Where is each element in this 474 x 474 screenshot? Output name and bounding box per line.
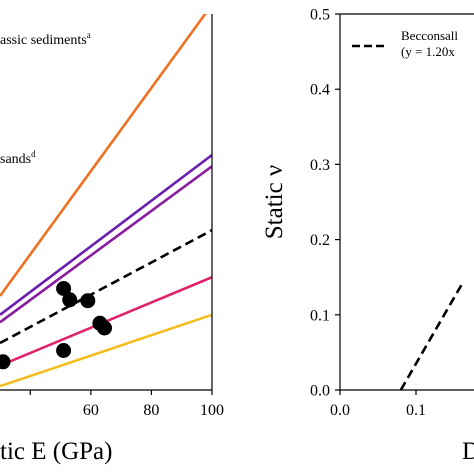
data-point [56,343,72,358]
right-y-axis-label: Static ν [261,165,288,240]
data-point [56,281,72,296]
legend-sublabel: (y = 1.20x [401,44,455,59]
right-x-tick-label: 0.1 [406,402,426,419]
left-chart: 60 80 100 assic sedimentsa sandsd tic E (G… [0,14,224,465]
right-y-tick-label: 0.3 [310,157,330,174]
left-x-tick-label: 60 [83,402,99,419]
left-x-axis-label: tic E (GPa) [0,438,112,465]
right-y-tick-label: 0.4 [310,82,330,99]
left-series-line-2 [0,165,212,324]
left-series-line-0 [0,14,207,297]
data-point [0,354,11,370]
right-axis-ticks: 0.0 0.1 0.2 0.3 0.4 0.5 0.0 0.1 [310,7,426,420]
legend-label: Becconsall [401,28,458,43]
right-y-tick-label: 0.2 [310,232,330,249]
data-point [80,293,96,309]
right-series-line-0 [399,284,463,390]
annotation-sands: sandsd [0,149,36,167]
data-point [62,292,78,308]
left-x-ticks: 60 80 100 [29,390,224,419]
left-x-tick-label: 80 [143,402,159,419]
right-x-axis-label: D [462,438,474,465]
left-plot-area [0,14,212,388]
left-series-line-1 [0,153,212,316]
right-y-tick-label: 0.0 [310,383,330,400]
right-plot-area [399,284,463,390]
right-chart: 0.0 0.1 0.2 0.3 0.4 0.5 0.0 0.1 Becconsall (y =… [261,7,474,465]
left-x-tick-label: 100 [200,402,224,419]
legend: Becconsall (y = 1.20x [352,28,458,59]
right-x-tick-label: 0.0 [330,402,350,419]
left-series-line-5 [0,313,212,388]
right-y-tick-label: 0.5 [310,7,330,24]
right-y-tick-label: 0.1 [310,307,330,324]
left-series-line-3 [0,229,212,345]
data-point [97,320,112,336]
annotation-classic-sediments: assic sedimentsa [0,30,91,48]
